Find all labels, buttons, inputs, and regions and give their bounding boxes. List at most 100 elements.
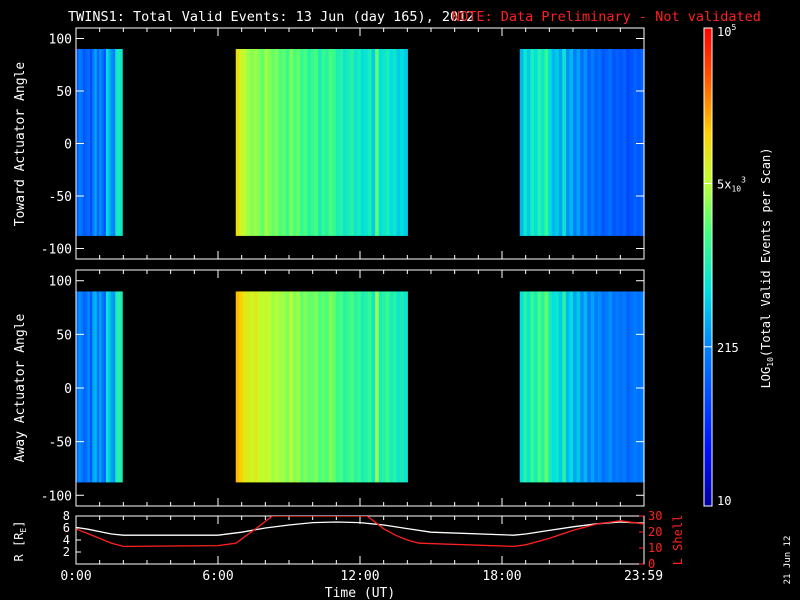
chart-title: TWINS1: Total Valid Events: 13 Jun (day … [68, 9, 474, 25]
colorbar: 105 5x103 215 10 LOG10(Total Valid Events p… [703, 23, 775, 508]
y-tick-label: 100 [49, 275, 72, 290]
heatmap-cell [573, 49, 578, 236]
heatmap-cell [364, 291, 369, 483]
r-distance-line [76, 521, 644, 536]
away-panel: 100 50 0 -50 -100 Away Actuator Angle [13, 269, 645, 507]
heatmap-cell [576, 291, 581, 483]
heatmap-cell [235, 49, 240, 236]
heatmap-cell [619, 49, 624, 236]
heatmap-cell [629, 49, 634, 236]
heatmap-cell [378, 49, 383, 236]
heatmap-cell [296, 49, 301, 236]
side-date: 21 Jun 12 [783, 536, 793, 585]
heatmap-cell [242, 291, 248, 483]
heatmap-cell [526, 291, 531, 483]
heatmap-cell [264, 49, 269, 236]
colorbar-gradient [703, 27, 713, 507]
away-ylabel: Away Actuator Angle [13, 313, 28, 462]
colorbar-tick-label: 105 [717, 23, 736, 39]
heatmap-cell [612, 291, 617, 483]
heatmap-cell [622, 291, 627, 483]
heatmap-cell [339, 49, 344, 236]
heatmap-cell [246, 291, 251, 483]
heatmap-cell [378, 291, 383, 483]
l-shell-tick-label: 30 [648, 509, 662, 523]
heatmap-cell [110, 291, 114, 483]
heatmap-cell [619, 291, 624, 483]
heatmap-cell [353, 49, 358, 236]
heatmap-cell [112, 291, 116, 483]
heatmap-cell [101, 291, 105, 483]
heatmap-cell [300, 49, 305, 236]
heatmap-cell [87, 291, 91, 483]
heatmap-cell [317, 291, 323, 483]
heatmap-cell [342, 291, 348, 483]
heatmap-cell [117, 291, 121, 483]
colorbar-tick-label: 10 [717, 494, 731, 508]
heatmap-cell [580, 49, 585, 236]
heatmap-cell [267, 49, 273, 236]
toward-heatmap-cells [76, 49, 645, 236]
heatmap-cell [403, 49, 408, 236]
heatmap-cell [87, 49, 91, 236]
heatmap-cell [594, 291, 599, 483]
heatmap-cell [325, 49, 330, 236]
heatmap-cell [101, 49, 105, 236]
heatmap-cell [108, 49, 112, 236]
colorbar-label: LOG10(Total Valid Events per Scan) [759, 148, 775, 389]
heatmap-cell [519, 49, 524, 236]
y-tick-label: 50 [56, 85, 72, 100]
heatmap-cell [253, 49, 258, 236]
heatmap-cell [601, 291, 606, 483]
heatmap-cell [583, 291, 588, 483]
heatmap-cell [303, 291, 308, 483]
heatmap-cell [112, 49, 116, 236]
heatmap-cell [317, 49, 323, 236]
x-tick-label: 23:59 [624, 569, 663, 584]
heatmap-cell [292, 49, 298, 236]
heatmap-cell [587, 49, 592, 236]
heatmap-cell [275, 291, 280, 483]
heatmap-cell [307, 291, 312, 483]
heatmap-cell [289, 49, 294, 236]
heatmap-cell [636, 49, 642, 236]
heatmap-cell [551, 49, 556, 236]
heatmap-cell [612, 49, 617, 236]
heatmap-cell [289, 291, 294, 483]
heatmap-cell [353, 291, 358, 483]
heatmap-cell [296, 291, 301, 483]
heatmap-cell [119, 49, 123, 236]
heatmap-cell [533, 49, 539, 236]
heatmap-cell [285, 49, 290, 236]
heatmap-cell [400, 291, 405, 483]
heatmap-cell [622, 49, 627, 236]
heatmap-cell [548, 49, 553, 236]
heatmap-cell [253, 291, 258, 483]
heatmap-cell [565, 291, 571, 483]
heatmap-cell [110, 49, 114, 236]
heatmap-cell [250, 49, 255, 236]
heatmap-cell [235, 291, 240, 483]
heatmap-cell [636, 291, 642, 483]
heatmap-cell [282, 291, 287, 483]
heatmap-cell [558, 49, 563, 236]
x-tick-label: 18:00 [482, 569, 521, 584]
heatmap-cell [604, 49, 610, 236]
heatmap-cell [541, 49, 546, 236]
heatmap-cell [332, 49, 337, 236]
heatmap-cell [335, 291, 341, 483]
x-tick-label: 12:00 [340, 569, 379, 584]
y-tick-label: 0 [64, 138, 72, 153]
heatmap-cell [103, 291, 107, 483]
heatmap-cell [608, 291, 613, 483]
heatmap-cell [346, 49, 351, 236]
y-tick-label: -100 [41, 243, 72, 258]
heatmap-cell [360, 291, 366, 483]
heatmap-cell [396, 291, 401, 483]
heatmap-cell [368, 49, 373, 236]
heatmap-cell [89, 291, 93, 483]
heatmap-cell [328, 49, 333, 236]
heatmap-cell [558, 291, 563, 483]
